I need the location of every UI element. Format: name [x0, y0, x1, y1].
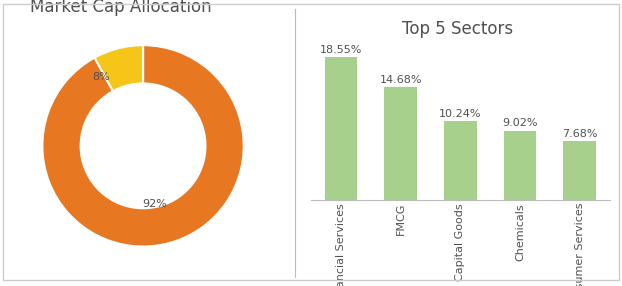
Text: 18.55%: 18.55% — [320, 45, 362, 55]
Bar — [504, 131, 536, 200]
Text: 14.68%: 14.68% — [379, 75, 422, 85]
Bar — [563, 141, 596, 200]
Text: 8%: 8% — [92, 72, 109, 82]
Bar — [384, 87, 417, 200]
Text: 9.02%: 9.02% — [502, 118, 537, 128]
Wedge shape — [42, 45, 244, 247]
Wedge shape — [95, 45, 143, 91]
Bar — [325, 57, 358, 200]
Text: 10.24%: 10.24% — [439, 109, 481, 119]
Text: 92%: 92% — [142, 199, 167, 209]
Text: Market Cap Allocation: Market Cap Allocation — [30, 0, 211, 16]
Bar — [444, 121, 476, 200]
Text: Top 5 Sectors: Top 5 Sectors — [402, 20, 513, 38]
Text: 7.68%: 7.68% — [562, 129, 597, 139]
